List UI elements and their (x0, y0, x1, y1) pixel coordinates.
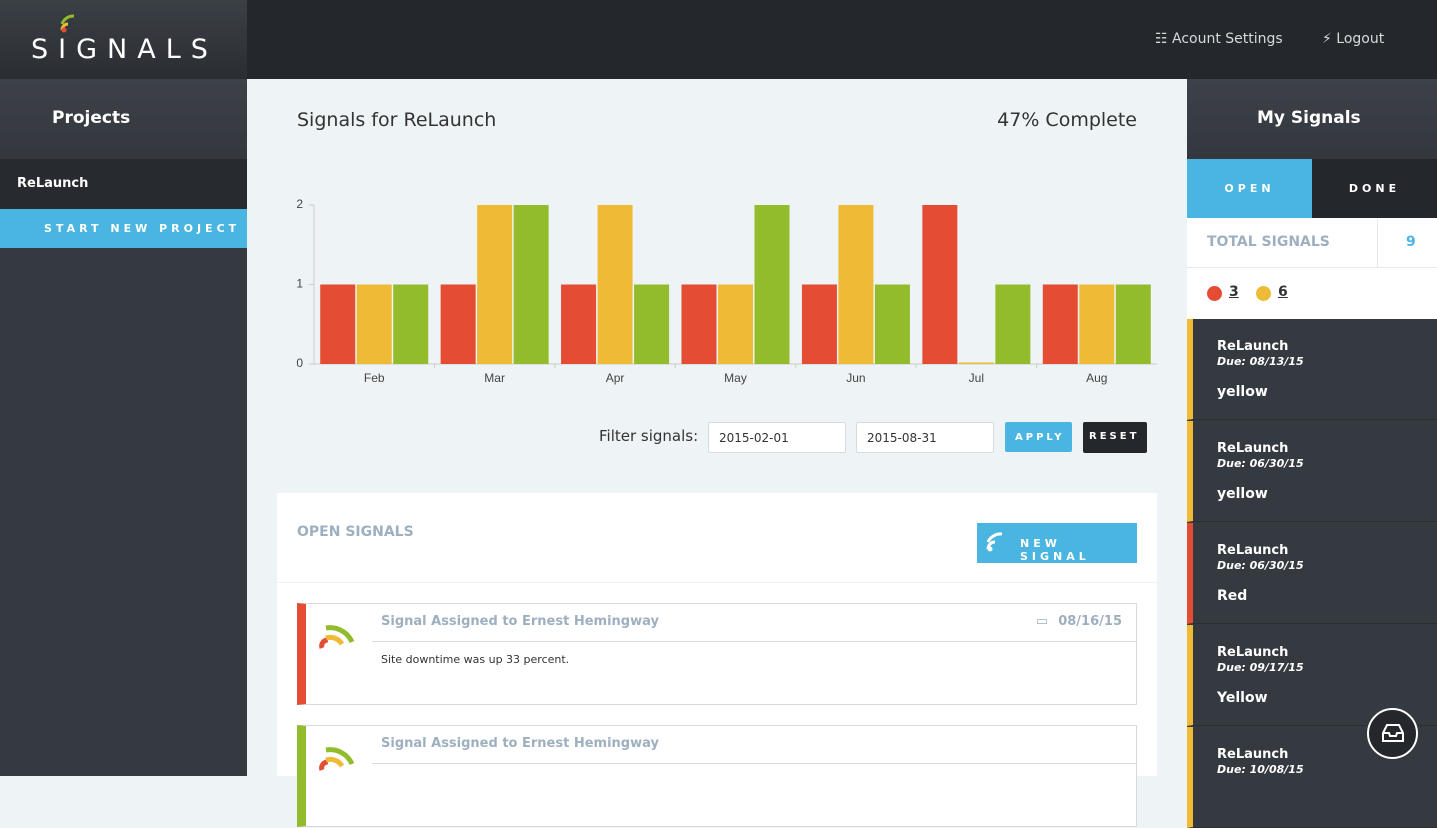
chart: 0 1 2 Feb Mar Apr May Jun Jul Aug (296, 197, 1157, 385)
projects-title: Projects (0, 79, 247, 159)
item-status: Red (1217, 588, 1248, 604)
nav-account[interactable]: ☷ Acount Settings (1155, 31, 1283, 47)
y-tick-label: 1 (296, 277, 303, 291)
item-due: Due: 06/30/15 (1217, 457, 1304, 470)
open-signals-card: OPEN SIGNALS NEW SIGNAL Signal Assigned … (277, 493, 1157, 827)
open-signals-title: OPEN SIGNALS (297, 524, 414, 540)
bar (440, 284, 476, 364)
y-tick-label: 0 (296, 356, 303, 370)
bar (634, 284, 670, 364)
bar (1079, 284, 1115, 364)
new-project-button[interactable]: START NEW PROJECT (0, 209, 247, 248)
tab-done[interactable]: DONE (1312, 159, 1437, 218)
signal-card: Signal Assigned to Ernest Hemingway ▭ 08/1… (297, 603, 1137, 705)
item-status: Yellow (1217, 690, 1268, 706)
item-due: Due: 10/08/15 (1217, 763, 1304, 776)
item-project: ReLaunch (1217, 645, 1289, 660)
count-value[interactable]: 6 (1278, 284, 1288, 300)
calendar-icon: ▭ (1035, 614, 1049, 629)
count-dot (1207, 286, 1222, 301)
bar (513, 205, 549, 364)
signal-item[interactable]: ReLaunch Due: 09/17/15 Yellow (1187, 625, 1437, 726)
count-value[interactable]: 3 (1229, 284, 1239, 300)
bar (718, 284, 753, 364)
logo[interactable]: SIGNALS (0, 0, 247, 79)
bar (1042, 284, 1078, 364)
item-project: ReLaunch (1217, 747, 1289, 762)
signal-icon (319, 747, 355, 771)
my-signals-title: My Signals (1187, 79, 1437, 159)
bar (922, 205, 958, 364)
total-row: TOTAL SIGNALS 9 (1187, 218, 1437, 268)
signal-item[interactable]: ReLaunch Due: 06/30/15 yellow (1187, 421, 1437, 522)
y-tick-label: 2 (296, 197, 303, 211)
project-item[interactable]: ReLaunch (0, 159, 247, 209)
bar (393, 284, 429, 364)
signal-text: Site downtime was up 33 percent. (381, 653, 570, 666)
x-tick-label: Feb (364, 371, 385, 385)
sidebar: Projects ReLaunch START NEW PROJECT (0, 79, 247, 776)
new-signal-button[interactable]: NEW SIGNAL (977, 523, 1137, 563)
signal-icon (319, 625, 355, 649)
apply-button[interactable]: APPLY (1005, 422, 1072, 452)
signal-date: 08/16/15 (1058, 614, 1122, 629)
bar (561, 284, 597, 364)
tab-open[interactable]: OPEN (1187, 159, 1312, 218)
reset-button[interactable]: RESET (1083, 422, 1147, 453)
inbox-button[interactable] (1367, 708, 1418, 759)
signal-item[interactable]: ReLaunch Due: 06/30/15 Red (1187, 523, 1437, 624)
x-tick-label: Jul (969, 371, 984, 385)
signal-icon (986, 532, 1003, 552)
bar (1115, 284, 1151, 364)
signal-card: Signal Assigned to Ernest Hemingway (297, 725, 1137, 827)
bar (874, 284, 910, 364)
start-date[interactable]: 2015-02-01 (708, 422, 846, 453)
bar (754, 205, 790, 364)
progress: 47% Complete (997, 109, 1137, 131)
x-tick-label: May (724, 371, 747, 385)
item-due: Due: 08/13/15 (1217, 355, 1304, 368)
bar (681, 284, 717, 364)
bar (597, 205, 633, 364)
signal-divider (372, 763, 1136, 764)
bar (356, 284, 392, 364)
item-project: ReLaunch (1217, 339, 1289, 354)
x-tick-label: Apr (606, 371, 625, 385)
bar (958, 362, 994, 364)
item-status: yellow (1217, 384, 1268, 400)
separator (277, 582, 1157, 583)
signal-title: Signal Assigned to Ernest Hemingway (381, 736, 659, 751)
x-tick-label: Jun (846, 371, 865, 385)
x-tick-label: Aug (1086, 371, 1107, 385)
end-date[interactable]: 2015-08-31 (856, 422, 994, 453)
item-due: Due: 09/17/15 (1217, 661, 1304, 674)
signal-divider (372, 641, 1136, 642)
bar (801, 284, 837, 364)
item-project: ReLaunch (1217, 543, 1289, 558)
bar (477, 205, 513, 364)
nav-text[interactable]: Logout (1336, 31, 1385, 47)
item-project: ReLaunch (1217, 441, 1289, 456)
signal-item[interactable]: ReLaunch Due: 08/13/15 yellow (1187, 319, 1437, 420)
bar (995, 284, 1031, 364)
filter-label: Filter signals: (599, 427, 699, 445)
nav-text[interactable]: Acount Settings (1172, 31, 1283, 47)
main-title: Signals for ReLaunch (297, 109, 497, 131)
x-tick-label: Mar (484, 371, 505, 385)
item-due: Due: 06/30/15 (1217, 559, 1304, 572)
bar (320, 284, 356, 364)
nav-logout[interactable]: ⚡ Logout (1322, 31, 1385, 47)
logo-icon (60, 14, 75, 33)
signal-date-box: ▭ 08/16/15 (1036, 614, 1122, 629)
inbox-icon (1382, 724, 1404, 742)
count-dot (1256, 286, 1271, 301)
item-status: yellow (1217, 486, 1268, 502)
signal-title: Signal Assigned to Ernest Hemingway (381, 614, 659, 629)
total-value: 9 (1377, 218, 1437, 268)
total-label: TOTAL SIGNALS (1207, 234, 1330, 250)
bar (838, 205, 874, 364)
